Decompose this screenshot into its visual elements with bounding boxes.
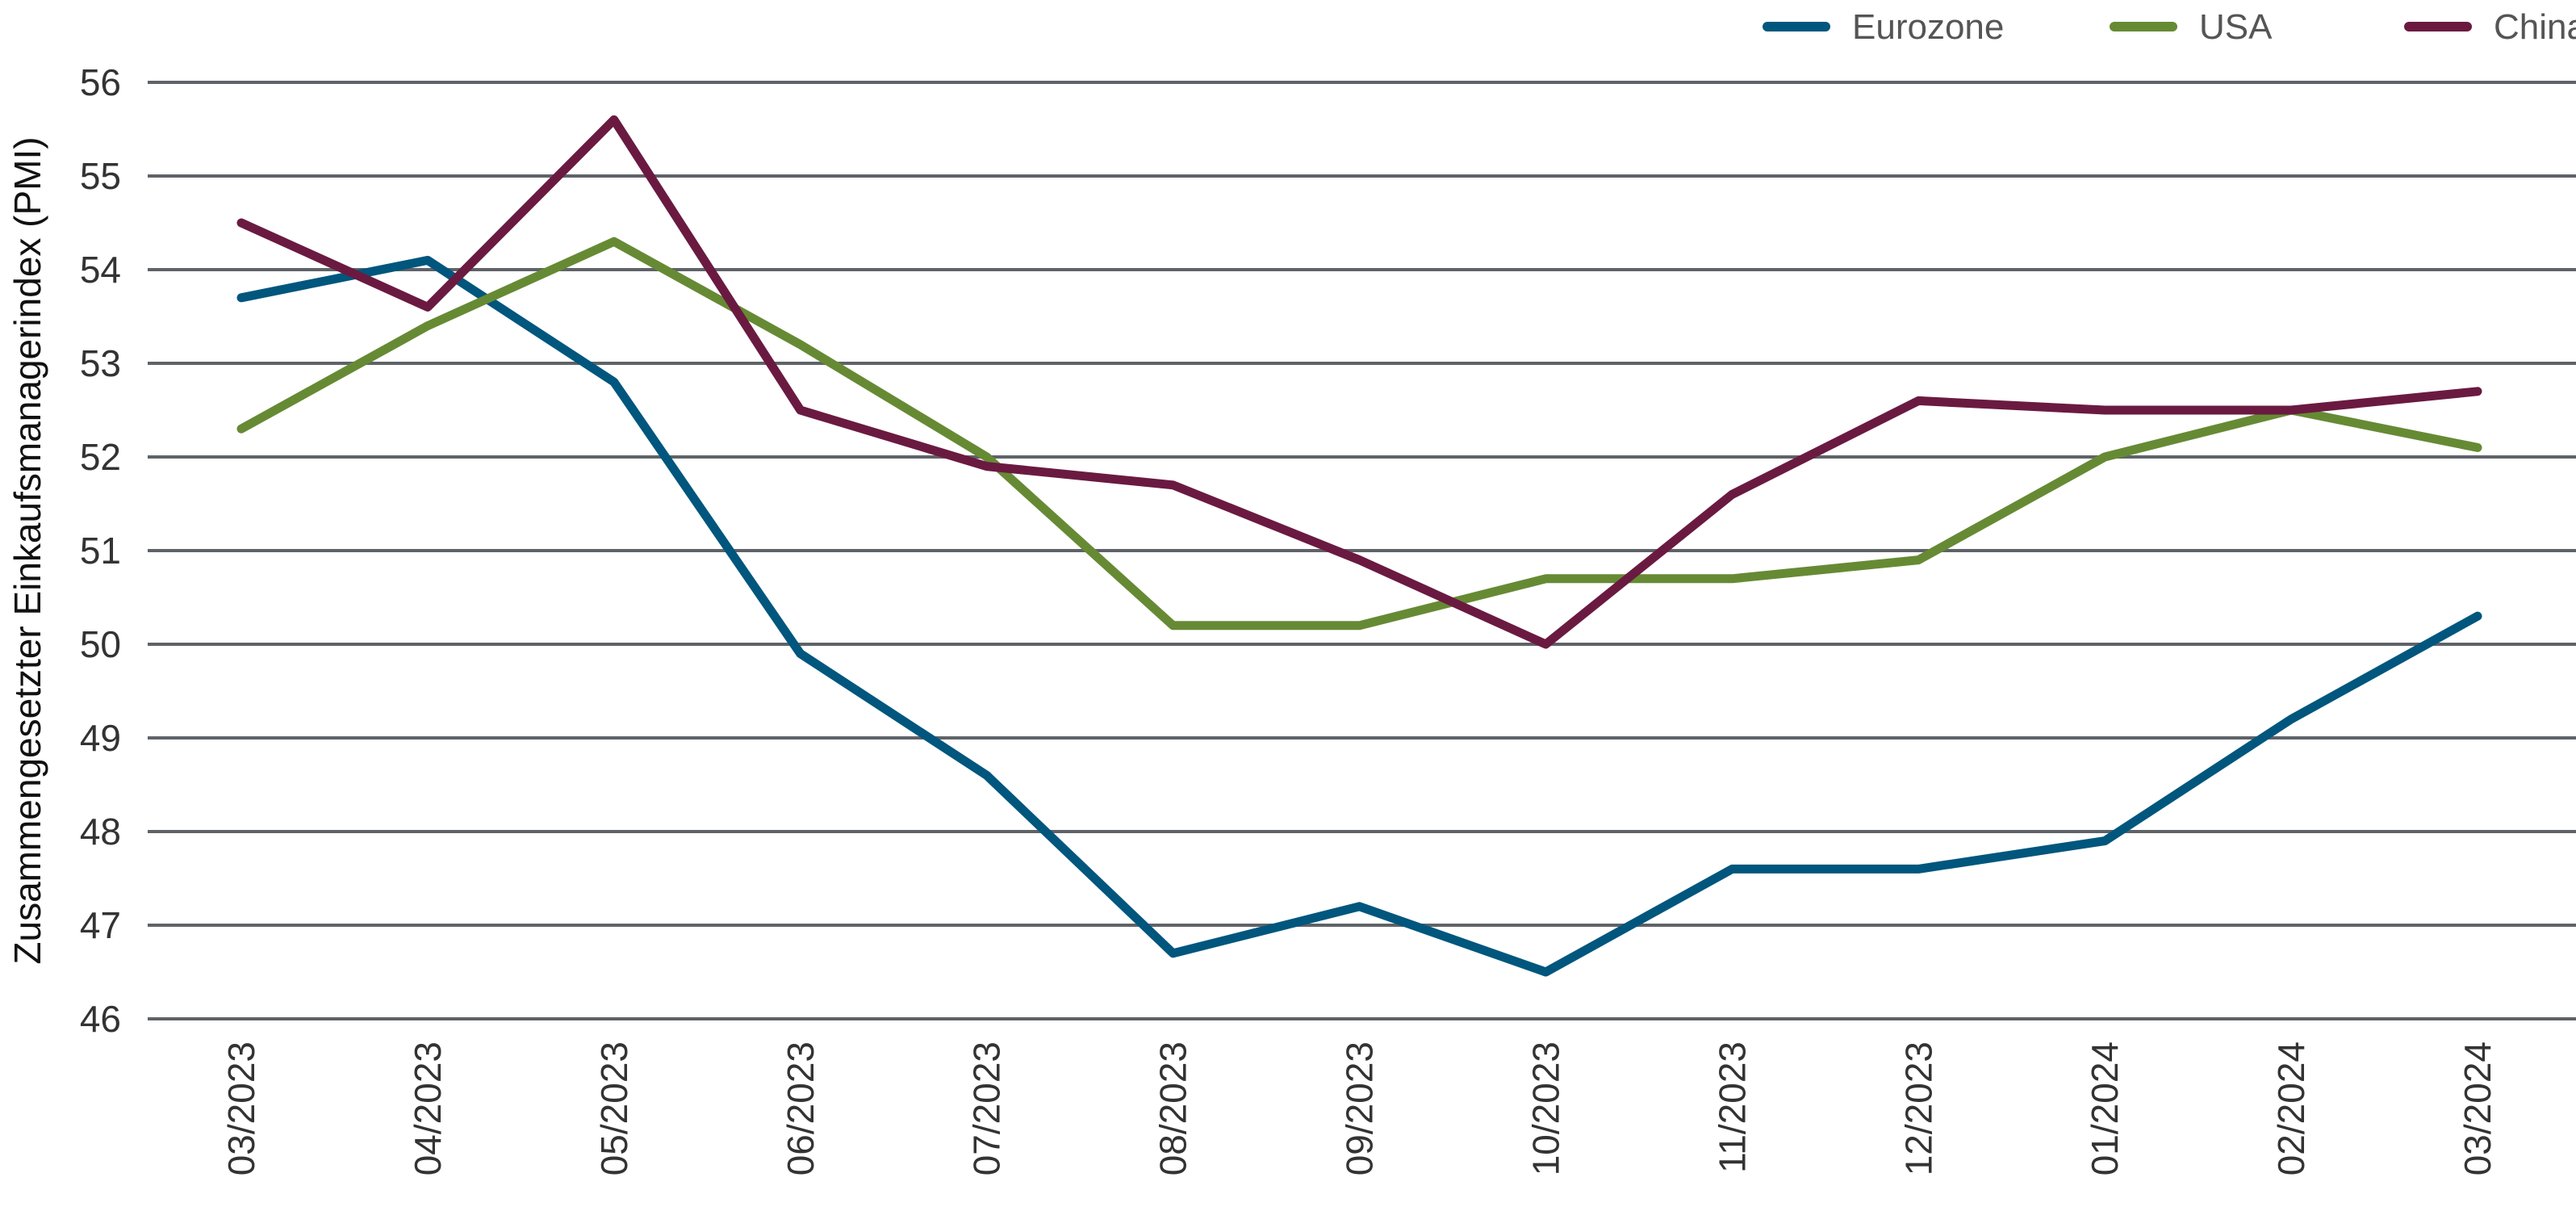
x-tick-label: 06/2023 (780, 1041, 822, 1175)
y-tick-label: 53 (80, 342, 121, 384)
y-tick-label: 48 (80, 811, 121, 853)
y-tick-label: 50 (80, 623, 121, 665)
x-tick-label: 03/2023 (220, 1041, 262, 1175)
x-tick-label: 09/2023 (1339, 1041, 1381, 1175)
y-tick-label: 46 (80, 998, 121, 1040)
series-line-usa (236, 237, 2482, 631)
x-tick-label: 03/2024 (2457, 1041, 2499, 1175)
y-tick-label: 49 (80, 717, 121, 759)
y-tick-label: 51 (80, 530, 121, 572)
series-line-china (236, 115, 2482, 649)
y-axis-label: Zusammengesetzter Einkaufsmanagerindex (… (6, 136, 48, 964)
x-tick-label: 01/2024 (2084, 1041, 2126, 1175)
y-tick-labels: 46 47 48 49 50 51 52 53 54 55 56 (80, 61, 121, 1040)
x-tick-label: 08/2023 (1152, 1041, 1194, 1175)
y-tick-label: 56 (80, 61, 121, 103)
x-tick-label: 11/2023 (1711, 1041, 1753, 1173)
y-tick-label: 55 (80, 155, 121, 197)
x-tick-label: 10/2023 (1524, 1041, 1566, 1175)
series-lines (236, 115, 2482, 977)
x-tick-label: 04/2023 (407, 1041, 449, 1175)
series-line-eurozone (236, 255, 2482, 977)
legend-label: USA (2199, 7, 2273, 47)
legend: Eurozone USA China (1763, 7, 2576, 47)
x-tick-label: 07/2023 (966, 1041, 1008, 1175)
legend-label: Eurozone (1852, 7, 2004, 47)
x-tick-labels: 03/2023 04/2023 05/2023 06/2023 07/2023 08/20… (220, 1041, 2499, 1175)
y-tick-label: 52 (80, 436, 121, 478)
x-tick-label: 02/2024 (2270, 1041, 2312, 1175)
gridlines (148, 81, 2576, 1020)
x-tick-label: 05/2023 (593, 1041, 635, 1175)
y-tick-label: 47 (80, 904, 121, 946)
y-tick-label: 54 (80, 249, 121, 291)
x-tick-label: 12/2023 (1897, 1041, 1939, 1175)
legend-label: China (2494, 7, 2576, 47)
